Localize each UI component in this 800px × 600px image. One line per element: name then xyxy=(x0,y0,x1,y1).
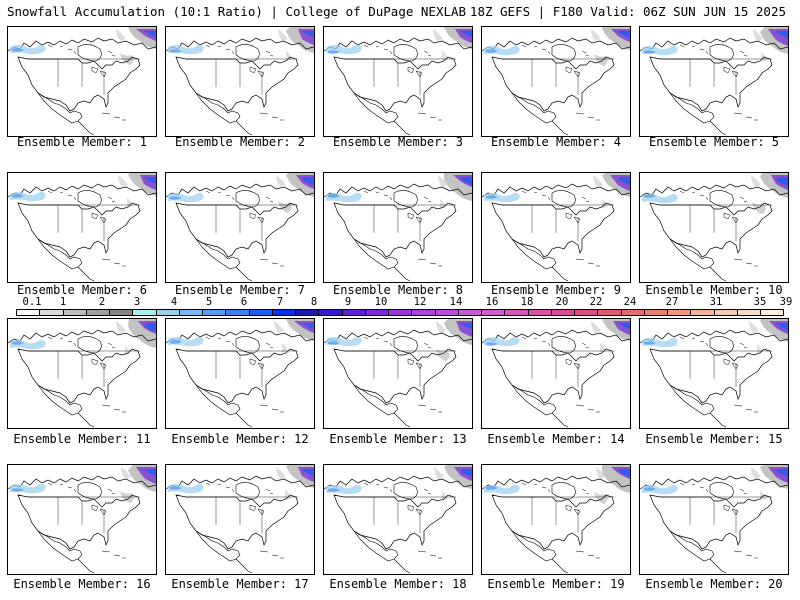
colorbar-tick-label: 9 xyxy=(344,296,352,308)
colorbar-tick-label: 5 xyxy=(205,296,213,308)
ensemble-member-label: Ensemble Member: 3 xyxy=(332,135,464,149)
colorbar-swatch xyxy=(63,310,87,315)
colorbar-swatch xyxy=(319,310,343,315)
ensemble-map-4 xyxy=(481,26,631,137)
colorbar-swatch xyxy=(365,310,389,315)
ensemble-member-label: Ensemble Member: 13 xyxy=(329,432,467,446)
colorbar-tick-label: 27 xyxy=(665,296,679,308)
page-title: Snowfall Accumulation (10:1 Ratio) | Col… xyxy=(7,4,467,19)
colorbar-swatch xyxy=(551,310,575,315)
ensemble-member-label: Ensemble Member: 15 xyxy=(645,432,783,446)
ensemble-member-label: Ensemble Member: 10 xyxy=(645,283,783,297)
colorbar-swatch xyxy=(133,310,157,315)
colorbar-swatch xyxy=(621,310,645,315)
ensemble-map-18 xyxy=(323,464,473,575)
colorbar-swatch xyxy=(691,310,715,315)
colorbar-swatch xyxy=(296,310,320,315)
colorbar-swatch xyxy=(389,310,413,315)
colorbar-swatch xyxy=(17,310,41,315)
colorbar-tick-label: 6 xyxy=(240,296,248,308)
colorbar-swatch xyxy=(203,310,227,315)
ensemble-member-label: Ensemble Member: 2 xyxy=(174,135,306,149)
ensemble-map-12 xyxy=(165,318,315,429)
colorbar-swatch xyxy=(761,310,784,315)
colorbar-swatch xyxy=(249,310,273,315)
ensemble-map-10 xyxy=(639,172,789,283)
ensemble-member-label: Ensemble Member: 1 xyxy=(16,135,148,149)
colorbar-swatch xyxy=(412,310,436,315)
ensemble-map-20 xyxy=(639,464,789,575)
ensemble-map-5 xyxy=(639,26,789,137)
colorbar-swatch xyxy=(272,310,296,315)
ensemble-member-label: Ensemble Member: 17 xyxy=(171,577,309,591)
ensemble-map-14 xyxy=(481,318,631,429)
model-run-info: 18Z GEFS | F180 Valid: 06Z SUN JUN 15 20… xyxy=(469,4,786,19)
colorbar-swatch xyxy=(737,310,761,315)
colorbar-swatch xyxy=(505,310,529,315)
ensemble-member-label: Ensemble Member: 4 xyxy=(490,135,622,149)
ensemble-map-15 xyxy=(639,318,789,429)
colorbar-tick-label: 8 xyxy=(310,296,318,308)
colorbar-swatch xyxy=(482,310,506,315)
colorbar-swatch xyxy=(575,310,599,315)
colorbar-swatch xyxy=(528,310,552,315)
colorbar-tick-label: 3 xyxy=(133,296,141,308)
ensemble-map-6 xyxy=(7,172,157,283)
colorbar-tick-label: 2 xyxy=(98,296,106,308)
colorbar-tick-label: 18 xyxy=(520,296,534,308)
ensemble-map-16 xyxy=(7,464,157,575)
colorbar-swatch xyxy=(179,310,203,315)
ensemble-member-label: Ensemble Member: 18 xyxy=(329,577,467,591)
colorbar-tick-label: 10 xyxy=(374,296,388,308)
ensemble-member-label: Ensemble Member: 11 xyxy=(13,432,151,446)
colorbar-tick-label: 12 xyxy=(413,296,427,308)
colorbar-tick-label: 7 xyxy=(276,296,284,308)
ensemble-member-label: Ensemble Member: 6 xyxy=(16,283,148,297)
ensemble-member-label: Ensemble Member: 14 xyxy=(487,432,625,446)
colorbar xyxy=(16,309,784,316)
ensemble-map-11 xyxy=(7,318,157,429)
colorbar-swatch xyxy=(714,310,738,315)
ensemble-map-1 xyxy=(7,26,157,137)
colorbar-swatch xyxy=(598,310,622,315)
ensemble-map-2 xyxy=(165,26,315,137)
ensemble-map-17 xyxy=(165,464,315,575)
colorbar-swatch xyxy=(435,310,459,315)
colorbar-tick-label: 39 xyxy=(779,296,793,308)
ensemble-member-label: Ensemble Member: 19 xyxy=(487,577,625,591)
colorbar-tick-label: 22 xyxy=(589,296,603,308)
colorbar-tick-label: 4 xyxy=(170,296,178,308)
ensemble-map-3 xyxy=(323,26,473,137)
ensemble-map-8 xyxy=(323,172,473,283)
colorbar-tick-label: 1 xyxy=(59,296,67,308)
ensemble-member-label: Ensemble Member: 12 xyxy=(171,432,309,446)
colorbar-swatch xyxy=(668,310,692,315)
colorbar-labels: 0.1 1 2 3 4 5 6 7 8 9 10 12 14 16 18 20 22 24 27 31 35 39 xyxy=(16,296,793,308)
ensemble-map-7 xyxy=(165,172,315,283)
colorbar-swatch xyxy=(458,310,482,315)
colorbar-tick-label: 0.1 xyxy=(22,296,42,308)
colorbar-swatch xyxy=(156,310,180,315)
colorbar-swatch xyxy=(40,310,64,315)
ensemble-map-19 xyxy=(481,464,631,575)
colorbar-swatch xyxy=(86,310,110,315)
colorbar-swatch xyxy=(110,310,134,315)
ensemble-member-label: Ensemble Member: 16 xyxy=(13,577,151,591)
ensemble-map-9 xyxy=(481,172,631,283)
colorbar-swatch xyxy=(342,310,366,315)
colorbar-tick-label: 24 xyxy=(623,296,637,308)
colorbar-tick-label: 31 xyxy=(709,296,723,308)
ensemble-member-label: Ensemble Member: 7 xyxy=(174,283,306,297)
colorbar-swatch xyxy=(226,310,250,315)
colorbar-tick-label: 35 xyxy=(753,296,767,308)
colorbar-tick-label: 16 xyxy=(485,296,499,308)
colorbar-tick-label: 20 xyxy=(555,296,569,308)
colorbar-swatch xyxy=(644,310,668,315)
ensemble-member-label: Ensemble Member: 9 xyxy=(490,283,622,297)
ensemble-map-13 xyxy=(323,318,473,429)
colorbar-tick-label: 14 xyxy=(449,296,463,308)
ensemble-member-label: Ensemble Member: 8 xyxy=(332,283,464,297)
ensemble-member-label: Ensemble Member: 20 xyxy=(645,577,783,591)
ensemble-member-label: Ensemble Member: 5 xyxy=(648,135,780,149)
